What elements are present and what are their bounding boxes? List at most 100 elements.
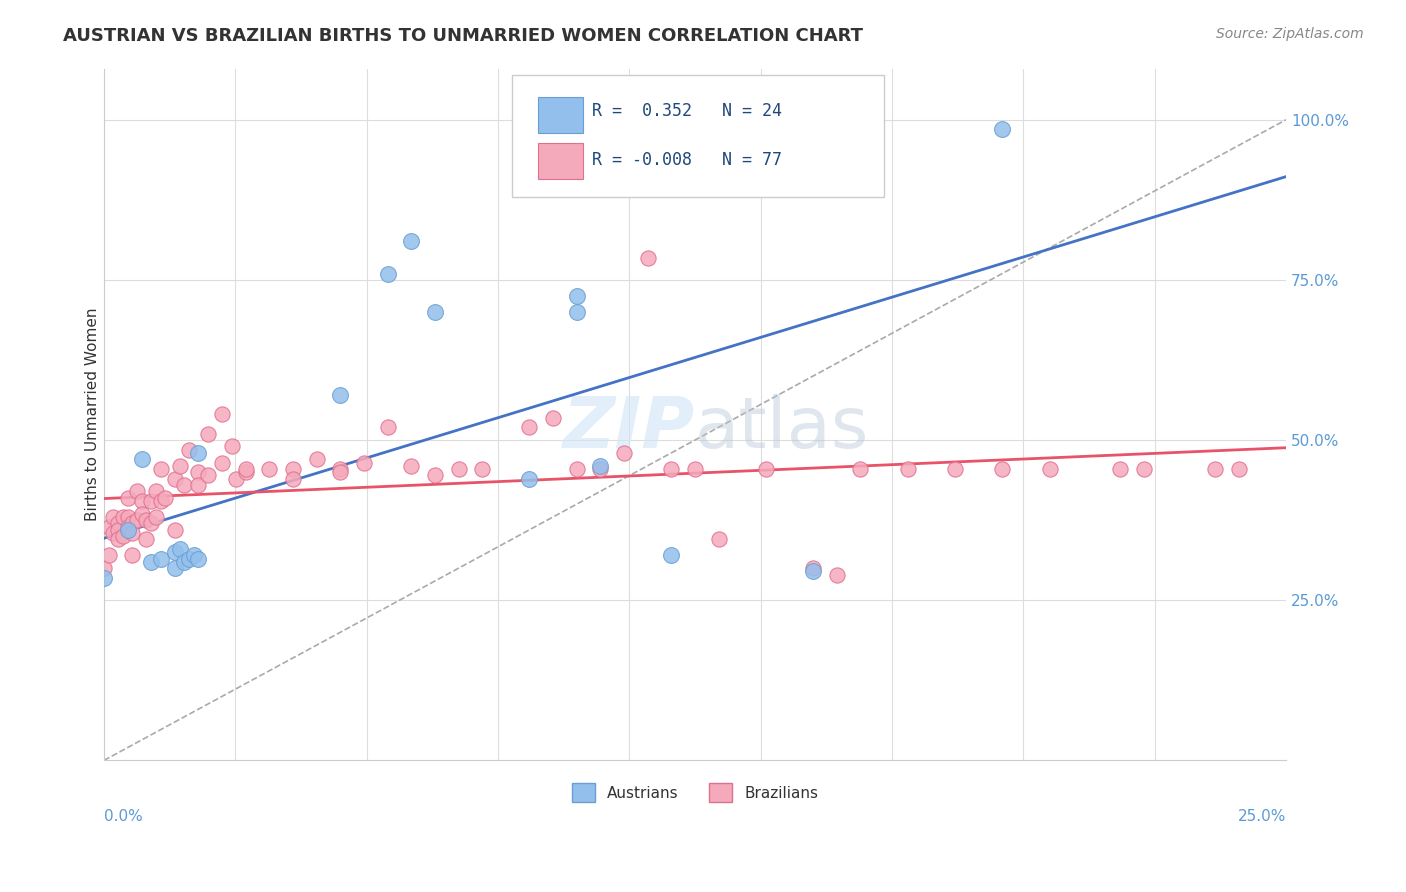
Point (131, 452, 153, 467)
Point (281, 462, 304, 476)
Point (943, 462, 966, 476)
Text: atlas: atlas (695, 393, 869, 463)
Text: Source: ZipAtlas.com: Source: ZipAtlas.com (1216, 27, 1364, 41)
Point (169, 541, 191, 556)
Point (111, 510, 134, 524)
Point (121, 526, 143, 541)
Point (1227, 462, 1250, 476)
Point (755, 462, 778, 476)
Point (801, 561, 824, 575)
Point (103, 526, 125, 541)
Point (197, 468, 219, 483)
Text: ZIP: ZIP (562, 393, 695, 463)
Point (149, 494, 172, 508)
Point (107, 533, 129, 547)
FancyBboxPatch shape (512, 76, 884, 196)
Point (683, 462, 706, 476)
Point (225, 471, 247, 485)
Point (183, 549, 205, 563)
Point (637, 251, 659, 265)
Point (121, 549, 143, 563)
Point (825, 567, 848, 582)
Point (107, 523, 129, 537)
Point (97, 549, 120, 563)
Point (111, 529, 134, 543)
Text: R =  0.352   N = 24: R = 0.352 N = 24 (592, 103, 782, 120)
Point (145, 510, 167, 524)
Text: 0.0%: 0.0% (104, 809, 142, 824)
Point (187, 446, 209, 460)
Point (399, 235, 422, 249)
Point (141, 555, 163, 569)
FancyBboxPatch shape (537, 144, 582, 179)
Point (141, 494, 163, 508)
Point (235, 462, 257, 476)
Point (565, 462, 588, 476)
Point (991, 122, 1014, 136)
Point (187, 478, 209, 492)
Point (659, 549, 682, 563)
Point (221, 440, 243, 454)
Point (707, 533, 730, 547)
Point (173, 555, 195, 569)
Point (329, 388, 352, 402)
Point (121, 516, 143, 531)
Point (1109, 462, 1132, 476)
FancyBboxPatch shape (537, 97, 582, 133)
Point (163, 545, 186, 559)
Point (117, 523, 139, 537)
Point (125, 513, 148, 527)
Point (589, 462, 612, 476)
Point (377, 420, 399, 434)
Point (377, 267, 399, 281)
Point (471, 462, 494, 476)
Point (93, 571, 115, 585)
Point (801, 565, 824, 579)
Point (155, 491, 177, 505)
Point (211, 456, 233, 470)
Point (163, 523, 186, 537)
Point (187, 551, 209, 566)
Point (259, 462, 281, 476)
Y-axis label: Births to Unmarried Women: Births to Unmarried Women (86, 308, 100, 521)
Point (659, 462, 682, 476)
Point (173, 478, 195, 492)
Point (447, 462, 470, 476)
Point (565, 289, 588, 303)
Point (103, 510, 125, 524)
Point (135, 533, 157, 547)
Point (589, 458, 612, 473)
Point (849, 462, 872, 476)
Point (519, 471, 541, 485)
Point (149, 462, 172, 476)
Point (93, 561, 115, 575)
Point (565, 305, 588, 319)
Point (107, 516, 129, 531)
Point (163, 471, 186, 485)
Point (541, 410, 564, 425)
Point (329, 462, 352, 476)
Point (117, 519, 139, 533)
Legend: Austrians, Brazilians: Austrians, Brazilians (565, 777, 824, 808)
Point (97, 519, 120, 533)
Point (399, 458, 422, 473)
Point (613, 446, 636, 460)
Point (177, 551, 200, 566)
Point (177, 442, 200, 457)
Point (125, 484, 148, 499)
Point (149, 551, 172, 566)
Point (897, 462, 920, 476)
Point (197, 426, 219, 441)
Point (281, 471, 304, 485)
Text: R = -0.008   N = 77: R = -0.008 N = 77 (592, 151, 782, 169)
Point (305, 452, 328, 467)
Text: AUSTRIAN VS BRAZILIAN BIRTHS TO UNMARRIED WOMEN CORRELATION CHART: AUSTRIAN VS BRAZILIAN BIRTHS TO UNMARRIE… (63, 27, 863, 45)
Point (135, 513, 157, 527)
Point (141, 516, 163, 531)
Point (117, 491, 139, 505)
Point (117, 510, 139, 524)
Point (1133, 462, 1156, 476)
Point (131, 507, 153, 521)
Point (1204, 462, 1226, 476)
Point (211, 408, 233, 422)
